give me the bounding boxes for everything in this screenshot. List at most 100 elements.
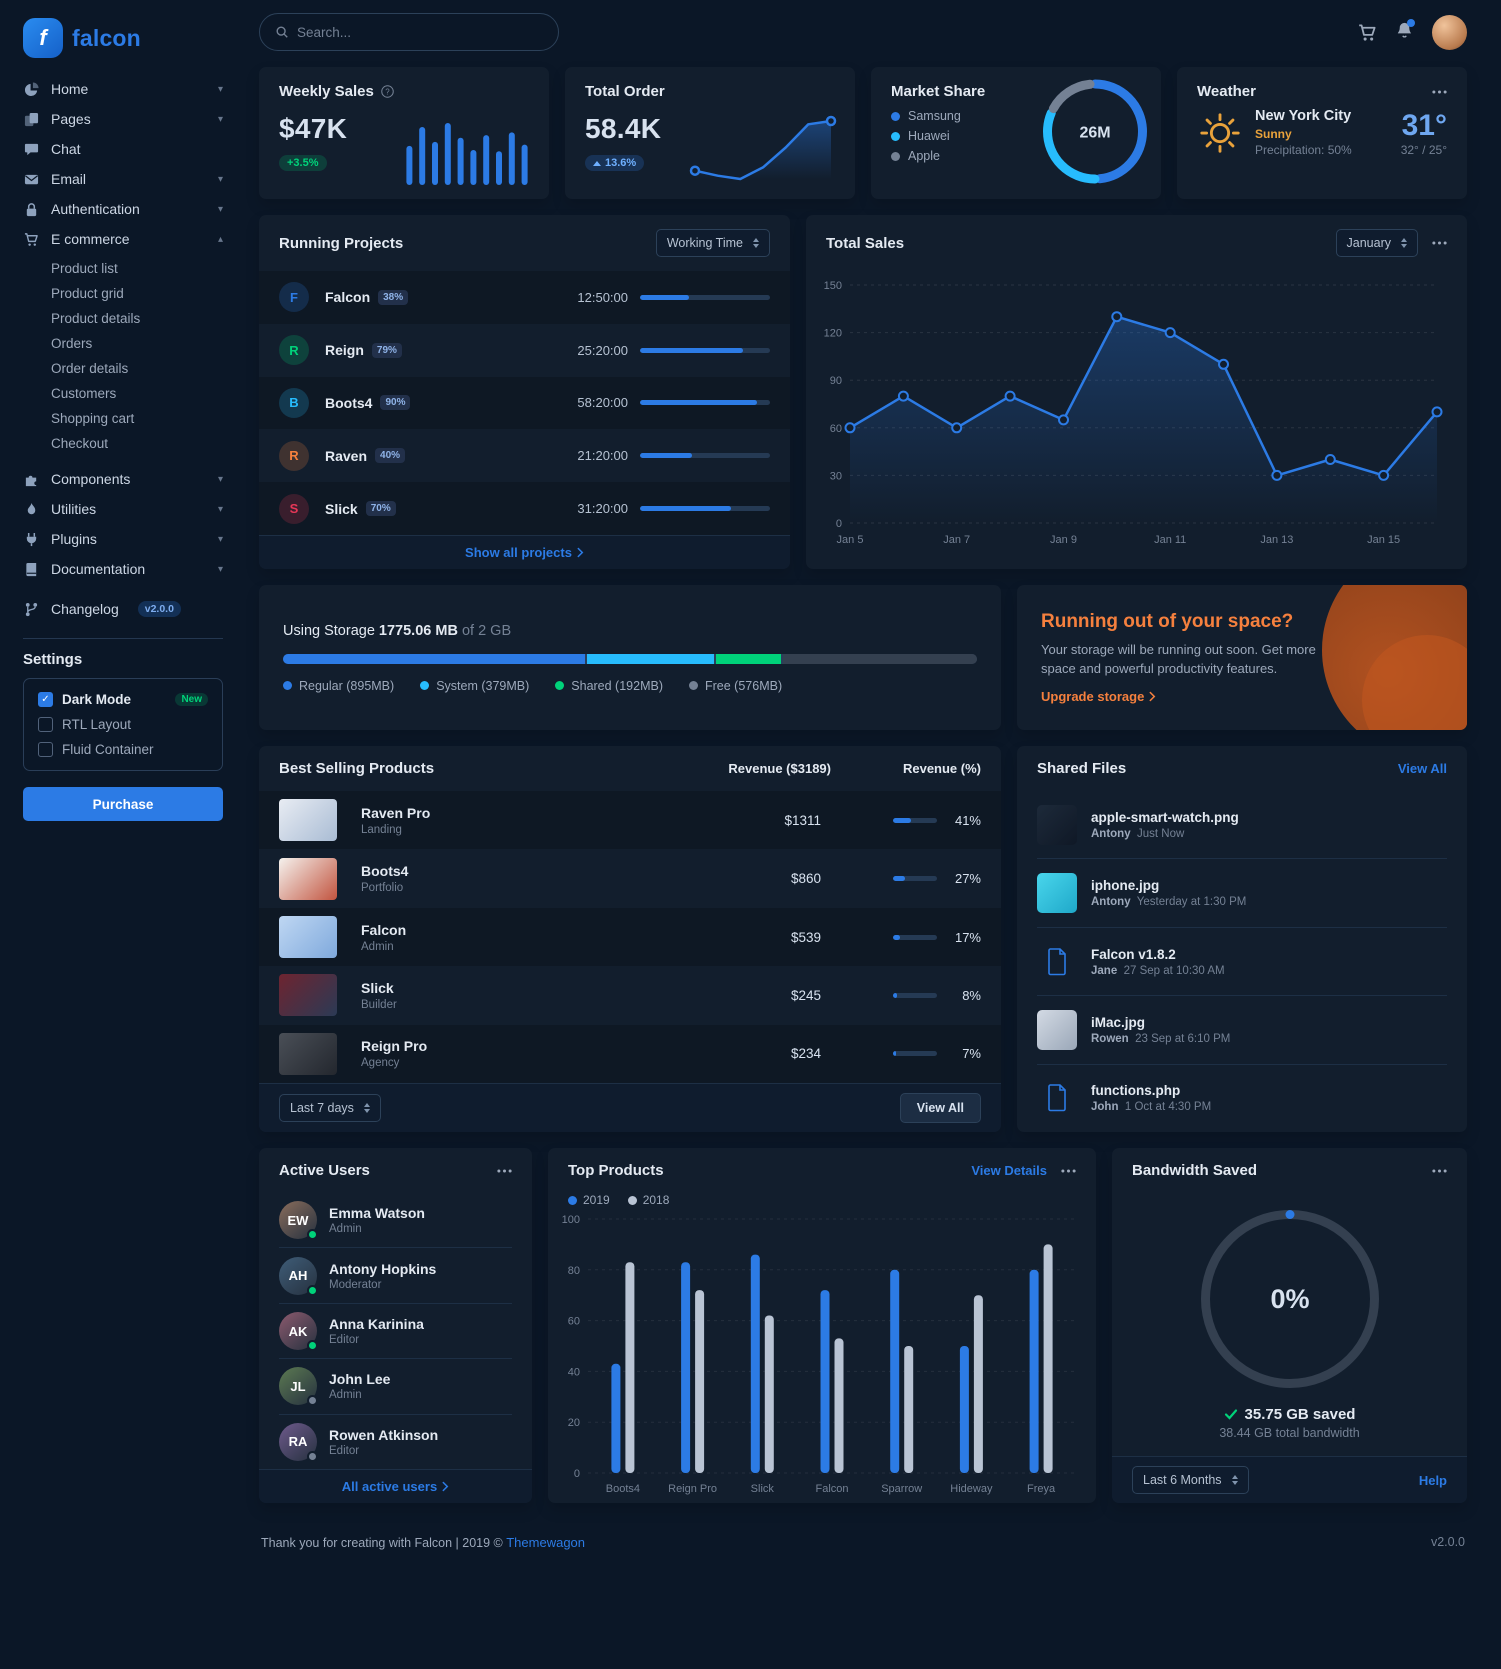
project-time: 31:20:00 — [577, 501, 628, 517]
upgrade-space-card: Running out of your space? Your storage … — [1017, 585, 1467, 730]
project-name: Falcon 38% — [325, 289, 526, 305]
month-select[interactable]: January — [1335, 229, 1418, 257]
shopping-cart-icon[interactable] — [1358, 23, 1377, 42]
view-all-files-link[interactable]: View All — [1397, 761, 1447, 776]
top-products-legend-item[interactable]: 2018 — [627, 1193, 669, 1207]
working-time-select[interactable]: Working Time — [655, 229, 770, 257]
project-name: Boots4 90% — [325, 395, 526, 411]
best-selling-row[interactable]: Boots4 Portfolio $860 27% — [259, 849, 1001, 907]
chevron-down-icon: ▾ — [217, 203, 223, 215]
view-all-button[interactable]: View All — [899, 1093, 981, 1123]
ellipsis-icon[interactable] — [497, 1169, 512, 1173]
sidebar-item-utilities[interactable]: Utilities ▾ — [23, 494, 223, 524]
sidebar-item-chat[interactable]: Chat — [23, 134, 223, 164]
changelog-label: Changelog — [51, 601, 119, 617]
project-row[interactable]: R Reign 79% 25:20:00 — [259, 324, 790, 377]
bell-icon[interactable] — [1395, 19, 1415, 43]
sidebar-item-product-grid[interactable]: Product grid — [51, 286, 124, 301]
sidebar-item-shopping-cart[interactable]: Shopping cart — [51, 411, 135, 426]
top-products-legend-item[interactable]: 2019 — [568, 1193, 610, 1207]
sidebar-item-home[interactable]: Home ▾ — [23, 74, 223, 104]
checkbox-fluid-container[interactable]: Fluid Container — [38, 742, 208, 757]
select-arrows-icon — [1401, 238, 1407, 248]
all-active-users-link[interactable]: All active users — [342, 1479, 449, 1494]
sidebar-item-product-details[interactable]: Product details — [51, 311, 141, 326]
chart-pie-icon — [23, 81, 40, 97]
market-share-legend-item: Samsung — [891, 109, 1141, 123]
file-row[interactable]: apple-smart-watch.png Antony Just Now — [1037, 791, 1447, 858]
sidebar-item-product-list[interactable]: Product list — [51, 261, 118, 276]
checkbox-dark-mode[interactable]: ✓ Dark Mode New — [38, 692, 208, 707]
svg-text:Jan 11: Jan 11 — [1154, 534, 1186, 546]
file-name[interactable]: iMac.jpg — [1091, 1014, 1146, 1030]
themewagon-link[interactable]: Themewagon — [506, 1535, 586, 1550]
user-row[interactable]: JL John Lee Admin — [279, 1358, 512, 1413]
file-name[interactable]: functions.php — [1091, 1083, 1181, 1099]
file-name[interactable]: iphone.jpg — [1091, 878, 1160, 894]
best-selling-row[interactable]: Falcon Admin $539 17% — [259, 907, 1001, 967]
file-row[interactable]: functions.php John 1 Oct at 4:30 PM — [1037, 1063, 1447, 1132]
sidebar-item-documentation[interactable]: Documentation ▾ — [23, 554, 223, 584]
checkbox-rtl-layout[interactable]: RTL Layout — [38, 717, 208, 732]
file-row[interactable]: iMac.jpg Rowen 23 Sep at 6:10 PM — [1037, 995, 1447, 1063]
last-7-days-select[interactable]: Last 7 days — [279, 1094, 381, 1122]
brand[interactable]: f falcon — [23, 12, 223, 74]
purchase-button[interactable]: Purchase — [23, 787, 223, 821]
file-row[interactable]: Falcon v1.8.2 Jane 27 Sep at 10:30 AM — [1037, 926, 1447, 995]
svg-text:90: 90 — [830, 375, 842, 387]
file-row[interactable]: iphone.jpg Antony Yesterday at 1:30 PM — [1037, 858, 1447, 926]
best-selling-title: Best Selling Products — [279, 760, 435, 777]
sidebar-item-components[interactable]: Components ▾ — [23, 464, 223, 494]
product-thumbnail — [279, 857, 337, 900]
upgrade-storage-link[interactable]: Upgrade storage — [1041, 689, 1443, 704]
svg-text:60: 60 — [830, 423, 842, 435]
project-row[interactable]: F Falcon 38% 12:50:00 — [259, 271, 790, 324]
ellipsis-icon[interactable] — [1432, 90, 1447, 94]
question-icon[interactable]: ? — [381, 85, 394, 98]
footer-version: v2.0.0 — [1430, 1535, 1465, 1549]
sidebar-item-order-details[interactable]: Order details — [51, 361, 129, 376]
file-name[interactable]: apple-smart-watch.png — [1091, 809, 1239, 825]
last-6-months-select[interactable]: Last 6 Months — [1132, 1466, 1249, 1494]
sidebar-item-email[interactable]: Email ▾ — [23, 164, 223, 194]
sidebar-item-e-commerce[interactable]: E commerce ▴ — [23, 224, 223, 254]
project-row[interactable]: R Raven 40% 21:20:00 — [259, 429, 790, 482]
weekly-sales-card: Weekly Sales ? $47K +3.5% — [259, 67, 549, 199]
sidebar-item-orders[interactable]: Orders — [51, 336, 93, 351]
new-badge: New — [175, 693, 208, 706]
user-row[interactable]: AK Anna Karinina Editor — [279, 1302, 512, 1358]
view-details-link[interactable]: View Details — [971, 1163, 1047, 1178]
file-name[interactable]: Falcon v1.8.2 — [1091, 946, 1176, 962]
product-percent: 27% — [954, 871, 981, 887]
best-selling-row[interactable]: Reign Pro Agency $234 7% — [259, 1024, 1001, 1084]
project-avatar: B — [279, 387, 309, 418]
user-row[interactable]: RA Rowen Atkinson Editor — [279, 1413, 512, 1469]
user-row[interactable]: AH Antony Hopkins Moderator — [279, 1247, 512, 1302]
search-input[interactable] — [297, 24, 543, 40]
user-avatar[interactable] — [1432, 14, 1467, 50]
best-selling-row[interactable]: Slick Builder $245 8% — [259, 966, 1001, 1024]
sidebar-item-pages[interactable]: Pages ▾ — [23, 104, 223, 134]
weekly-sales-value: $47K — [279, 113, 348, 144]
weather-body: New York City Sunny Precipitation: 50% 3… — [1197, 108, 1447, 157]
select-arrows-icon — [753, 238, 759, 248]
project-row[interactable]: S Slick 70% 31:20:00 — [259, 482, 790, 535]
show-all-projects-link[interactable]: Show all projects — [465, 545, 584, 560]
ellipsis-icon[interactable] — [1061, 1169, 1076, 1173]
best-selling-row[interactable]: Raven Pro Landing $1311 41% — [259, 791, 1001, 850]
help-link[interactable]: Help — [1418, 1472, 1447, 1488]
project-row[interactable]: B Boots4 90% 58:20:00 — [259, 376, 790, 430]
sidebar-item-plugins[interactable]: Plugins ▾ — [23, 524, 223, 554]
sidebar-item-checkout[interactable]: Checkout — [51, 436, 109, 451]
market-share-card: Market Share Samsung Huawei Apple 26M — [871, 67, 1161, 199]
total-sales-card: Total Sales January 0 30 60 90 120 150 Jan 5 Ja… — [806, 215, 1467, 569]
product-name: Raven Pro Landing — [361, 805, 661, 836]
ellipsis-icon[interactable] — [1432, 1169, 1447, 1173]
user-row[interactable]: EW Emma Watson Admin — [279, 1193, 512, 1247]
sidebar-item-authentication[interactable]: Authentication ▾ — [23, 194, 223, 224]
project-percent-badge: 90% — [380, 395, 411, 411]
ellipsis-icon[interactable] — [1432, 241, 1447, 245]
project-progress-bar — [640, 506, 770, 512]
sidebar-item-changelog[interactable]: Changelog v2.0.0 — [23, 594, 223, 624]
sidebar-item-customers[interactable]: Customers — [51, 386, 117, 401]
